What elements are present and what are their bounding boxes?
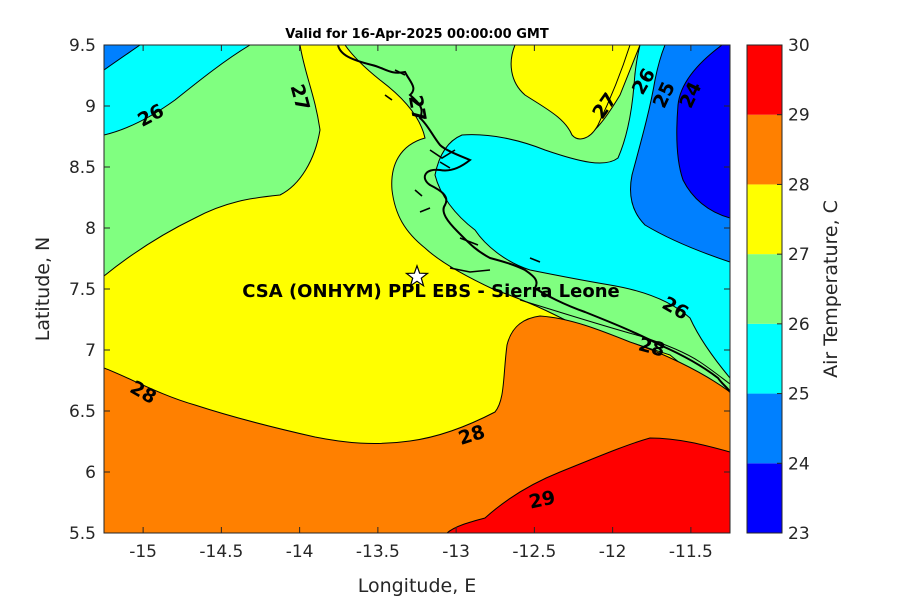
colorbar-swatch: [747, 323, 782, 394]
coastline-islands: [384, 69, 541, 273]
colorbar-tick-label: 27: [788, 245, 810, 265]
coastline: [337, 45, 730, 393]
y-tick-label: 8: [85, 219, 96, 239]
contour-label: 27: [404, 94, 430, 124]
x-tick-label: -15: [129, 542, 157, 562]
y-tick-label: 6.5: [69, 402, 96, 422]
contour-map: [104, 45, 730, 533]
y-axis-label: Latitude, N: [32, 237, 54, 342]
colorbar-tick-label: 24: [788, 454, 810, 474]
x-tick-label: -14: [286, 542, 314, 562]
region-27-northeast: [510, 45, 631, 140]
y-tick-label: 9.5: [69, 36, 96, 56]
y-axis-ticks: 5.5 6 6.5 7 7.5 8 8.5 9 9.5: [69, 36, 730, 544]
y-tick-label: 9: [85, 97, 96, 117]
site-star-marker: [404, 263, 430, 288]
contour-label: 29: [527, 487, 557, 514]
colorbar-swatch: [747, 114, 782, 185]
colorbar-swatch: [747, 393, 782, 464]
colorbar-tick-label: 25: [788, 385, 810, 405]
y-tick-label: 8.5: [69, 158, 96, 178]
y-tick-label: 5.5: [69, 524, 96, 544]
x-tick-label: -14.5: [199, 542, 243, 562]
colorbar-tick-label: 30: [788, 36, 810, 56]
x-tick-label: -11.5: [669, 542, 713, 562]
contour-28-coastal: [519, 299, 730, 385]
x-axis-ticks: -15 -14.5 -14 -13.5 -13 -12.5 -12 -11.5: [129, 45, 713, 562]
colorbar-swatch: [747, 254, 782, 324]
region-29-southeast: [446, 437, 730, 533]
x-axis-label: Longitude, E: [358, 575, 477, 597]
region-25-northwest: [104, 45, 251, 136]
region-23-east: [676, 45, 730, 219]
x-tick-label: -12: [599, 542, 627, 562]
x-tick-label: -13: [442, 542, 470, 562]
colorbar-tick-label: 26: [788, 315, 810, 335]
chart-title: Valid for 16-Apr-2025 00:00:00 GMT: [285, 27, 549, 42]
y-tick-label: 6: [85, 463, 96, 483]
colorbar-swatch: [747, 45, 782, 115]
y-tick-label: 7: [85, 341, 96, 361]
colorbar-frame: [746, 44, 783, 534]
colorbar-label: Air Temperature, C: [820, 200, 842, 378]
colorbar-tick-label: 23: [788, 524, 810, 544]
x-tick-label: -12.5: [512, 542, 556, 562]
y-tick-label: 7.5: [69, 280, 96, 300]
colorbar-swatch: [747, 463, 782, 533]
site-label: CSA (ONHYM) PPL EBS - Sierra Leone: [242, 281, 619, 302]
colorbar-tick-label: 29: [788, 106, 810, 126]
colorbar: 23 24 25 26 27 28 29 30: [746, 36, 810, 544]
x-tick-label: -13.5: [356, 542, 400, 562]
colorbar-tick-label: 28: [788, 175, 810, 195]
colorbar-swatch: [747, 184, 782, 255]
site-marker-group: CSA (ONHYM) PPL EBS - Sierra Leone: [242, 263, 620, 302]
